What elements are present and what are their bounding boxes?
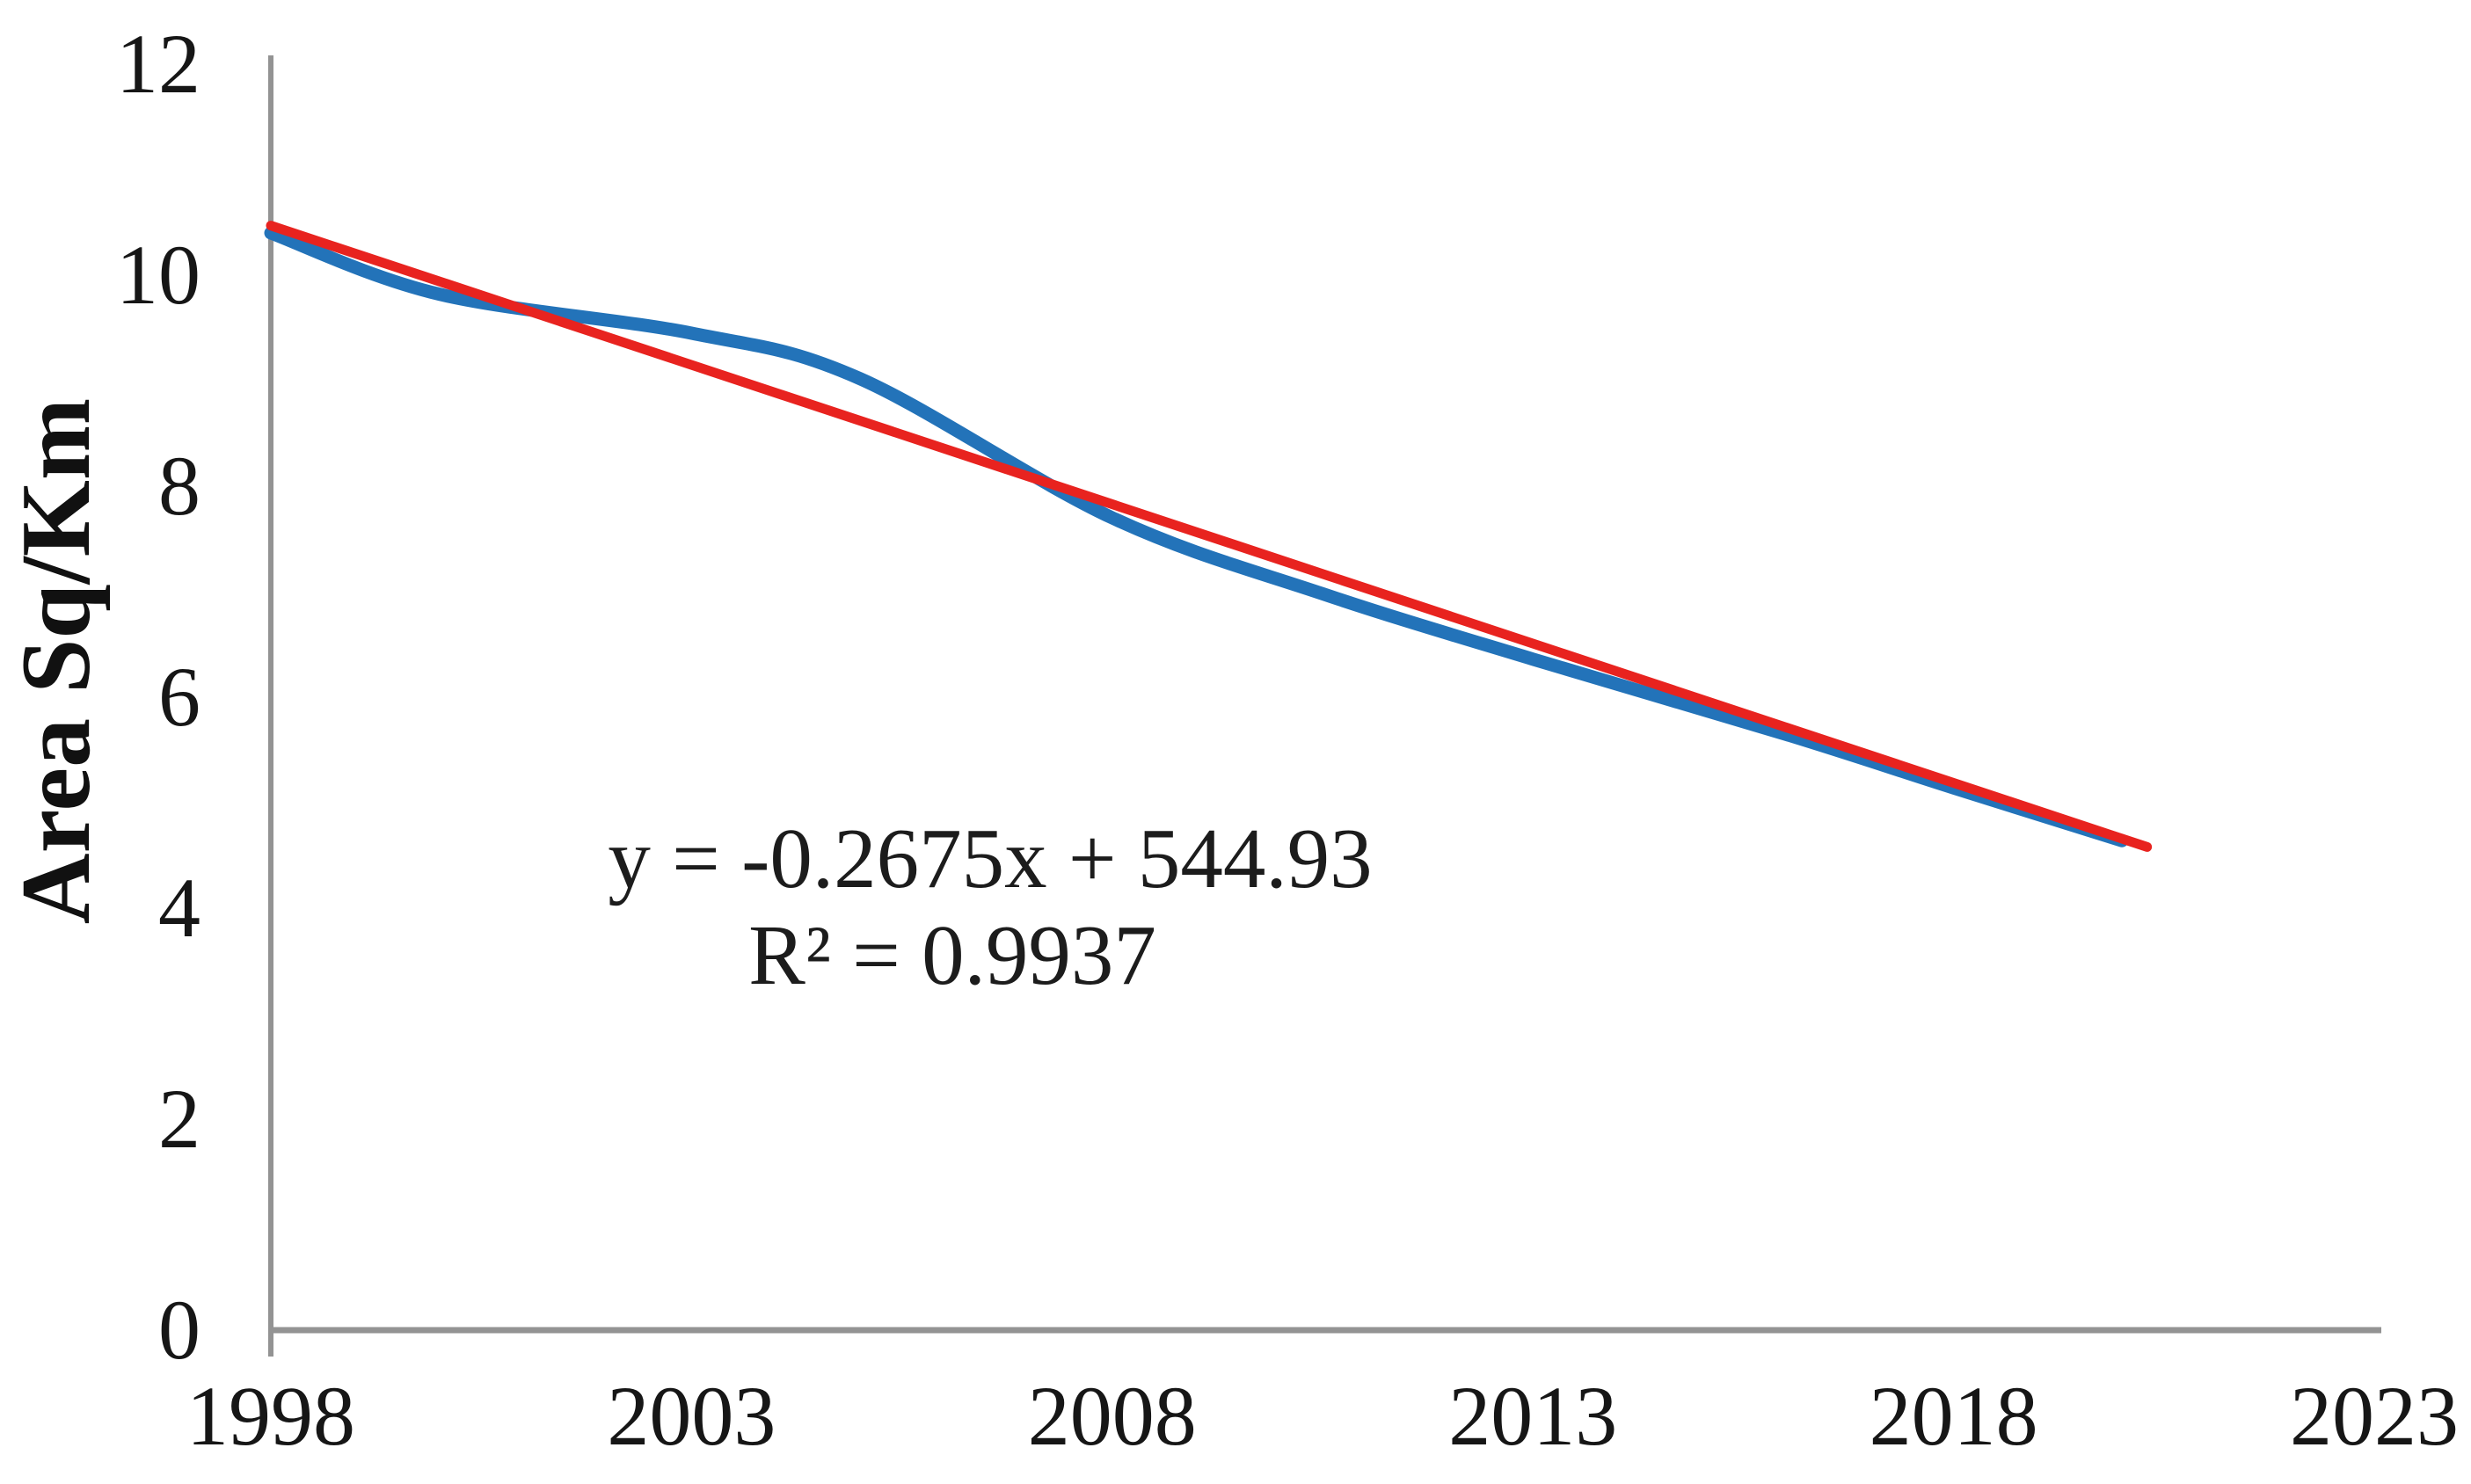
y-tick-label: 0 (158, 1283, 200, 1377)
x-tick-label: 2018 (1869, 1369, 2038, 1463)
y-tick-label: 4 (158, 861, 200, 955)
x-tick-label: 2013 (1448, 1369, 1618, 1463)
trendline (266, 221, 2153, 852)
x-tick-label: 2023 (2290, 1369, 2459, 1463)
x-tick-label: 2008 (1027, 1369, 1197, 1463)
trendline-equation: y = -0.2675x + 544.93 (608, 811, 1373, 906)
y-tick-label: 12 (116, 17, 200, 111)
y-tick-label: 2 (158, 1072, 200, 1166)
x-tick-label: 1998 (186, 1369, 355, 1463)
x-tick-label: 2003 (607, 1369, 776, 1463)
data-series-line (264, 226, 2129, 847)
trendline-r-squared: R² = 0.9937 (748, 908, 1156, 1002)
y-tick-label: 10 (116, 228, 200, 322)
y-tick-label: 6 (158, 650, 200, 744)
y-tick-label: 8 (158, 439, 200, 533)
